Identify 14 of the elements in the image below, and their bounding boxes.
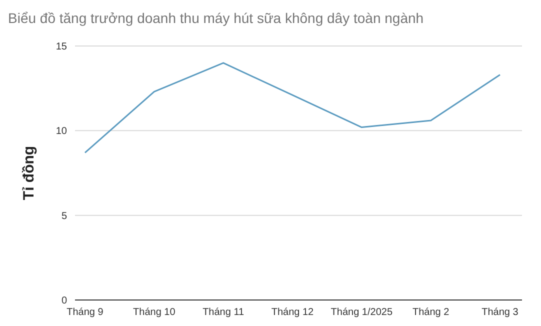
y-tick-label: 10 [56, 126, 68, 138]
x-tick-label: Tháng 1/2025 [330, 307, 393, 318]
x-tick-label: Tháng 12 [271, 307, 314, 318]
y-tick-label: 15 [56, 42, 68, 53]
y-axis-title: Tỉ đồng [20, 146, 38, 200]
x-tick-label: Tháng 2 [412, 307, 450, 318]
x-tick-label: Tháng 11 [202, 307, 245, 318]
chart-title: Biểu đồ tăng trưởng doanh thu máy hút sữa không dây toàn ngành [8, 9, 425, 28]
y-tick-label: 5 [61, 210, 68, 222]
y-tick-label: 0 [61, 296, 68, 307]
line-series [84, 62, 501, 154]
x-tick-label: Tháng 9 [66, 307, 104, 318]
x-tick-label: Tháng 3 [482, 307, 519, 318]
x-tick-label: Tháng 10 [133, 307, 176, 318]
